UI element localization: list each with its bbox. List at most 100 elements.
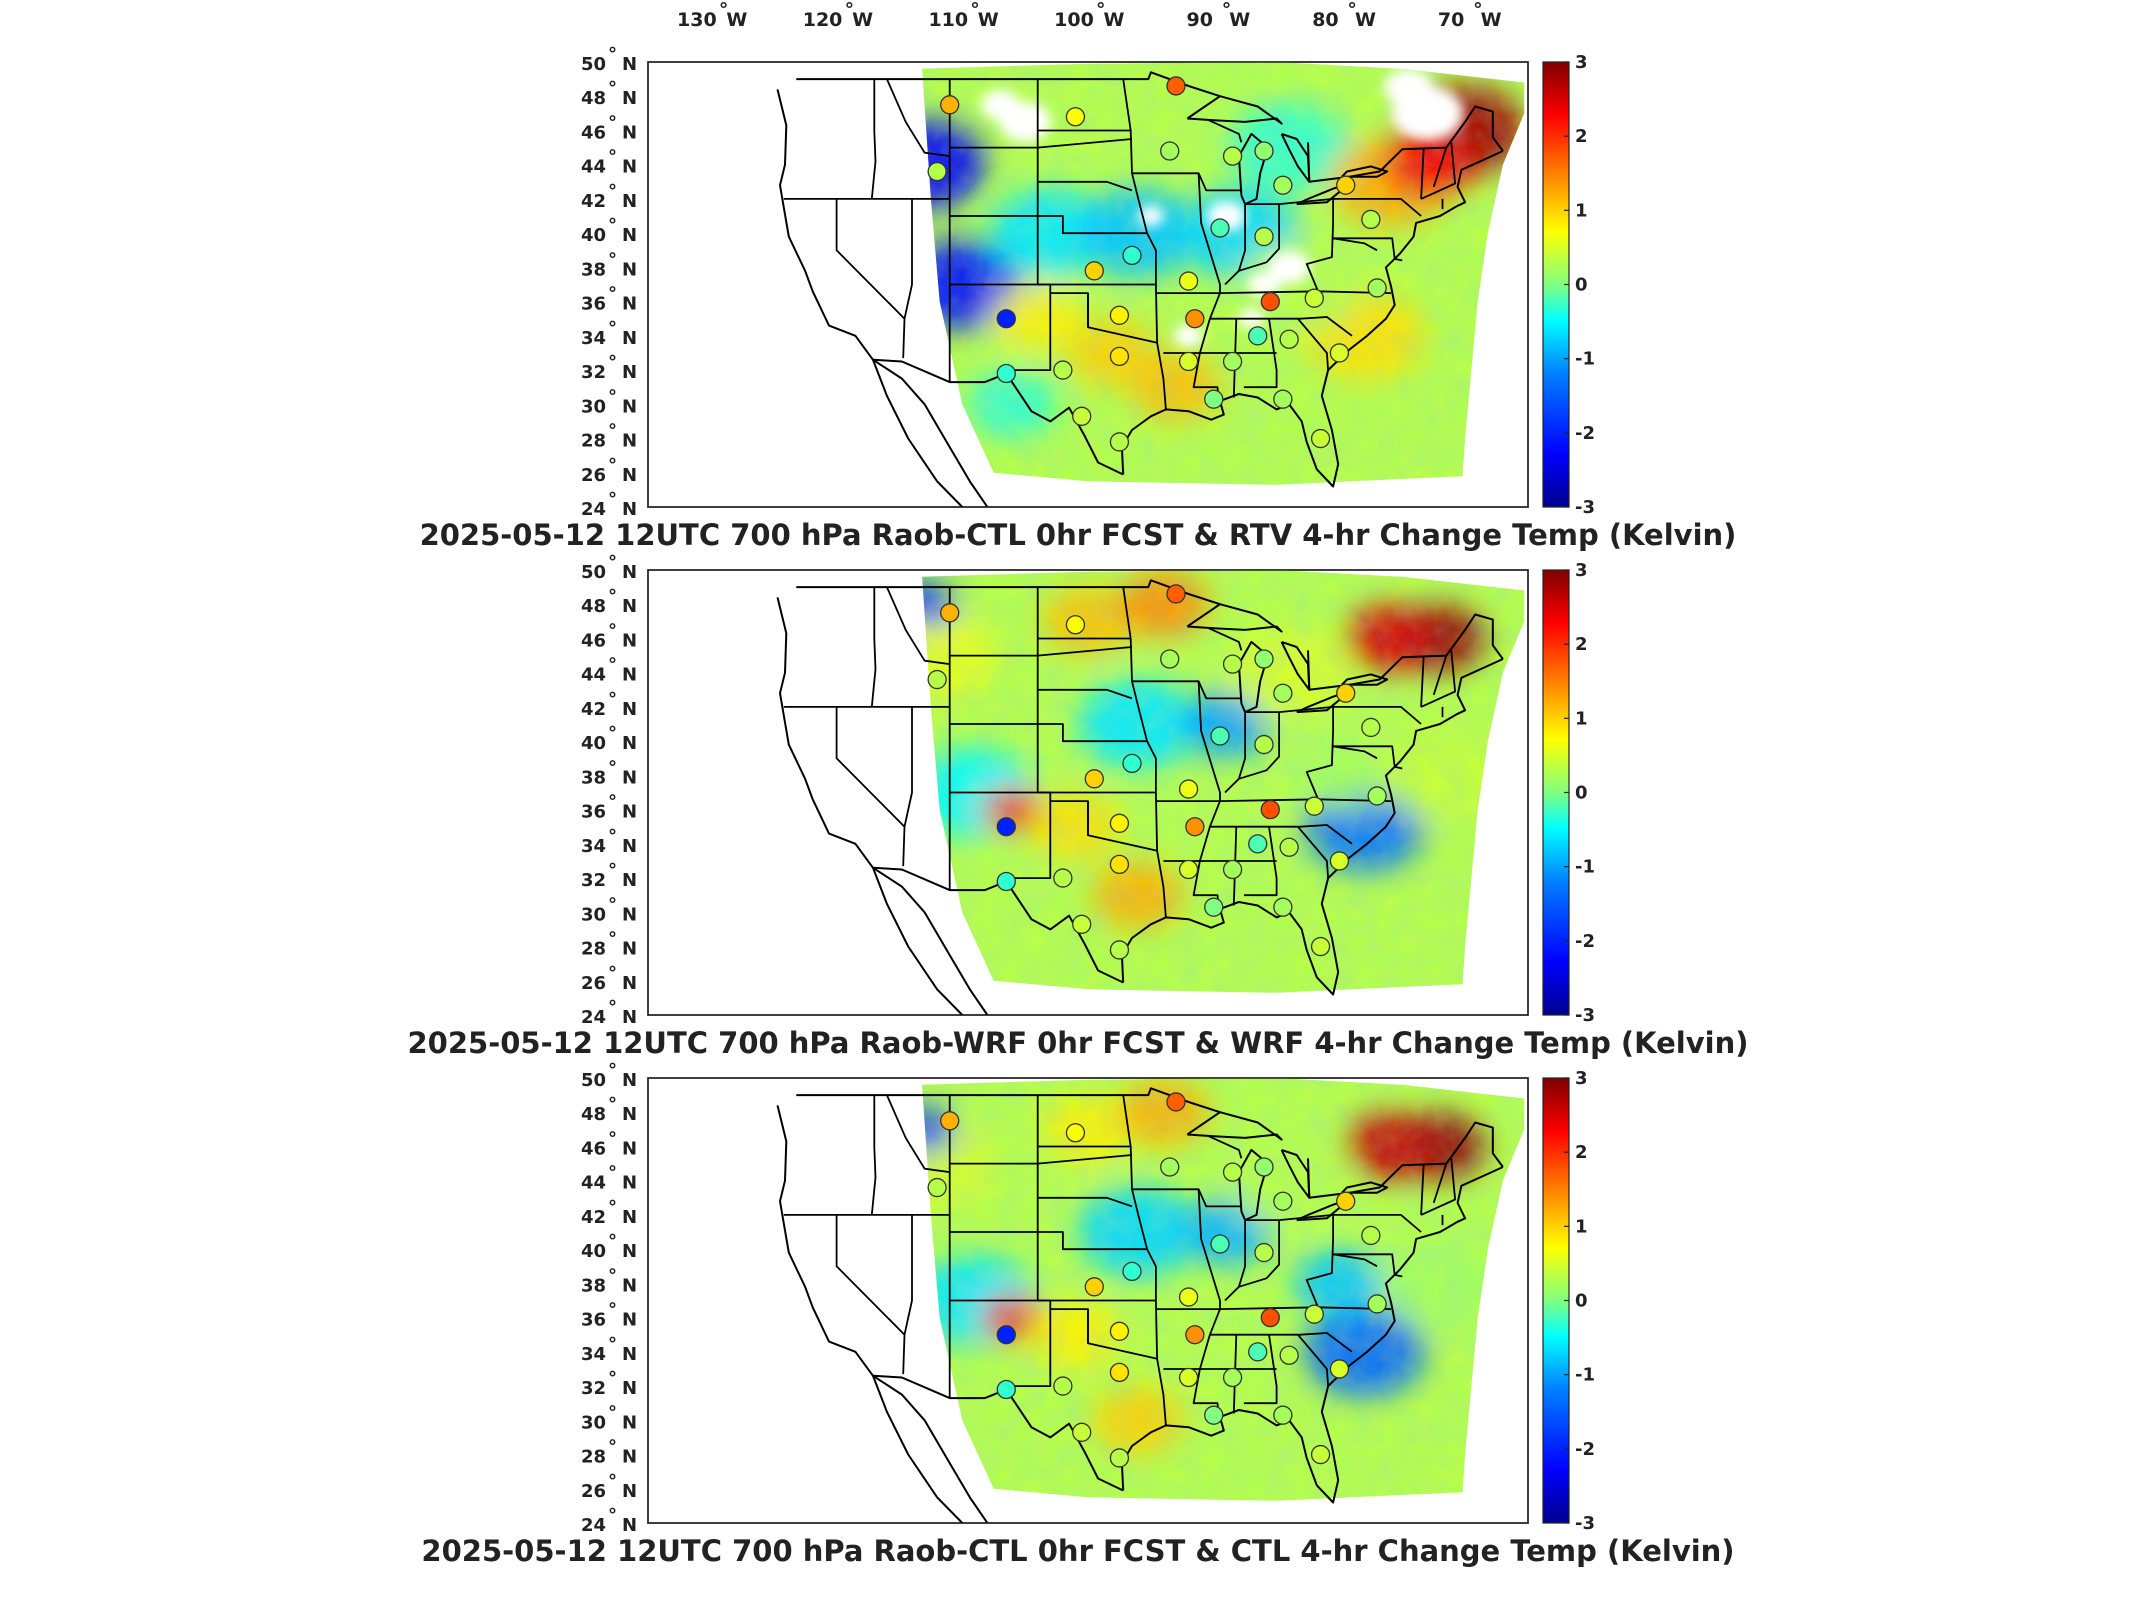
latitude-label: 24 — [581, 1007, 606, 1028]
great-lake-outline — [1280, 1148, 1311, 1199]
colorbar-tick-label: -2 — [1575, 931, 1595, 952]
longitude-label: 80 — [1312, 9, 1338, 31]
raob-station-marker — [1084, 1277, 1104, 1297]
raob-station-marker — [1222, 1367, 1243, 1388]
longitude-label: 70 — [1438, 9, 1464, 31]
state-border — [1333, 198, 1422, 217]
raob-station-marker — [1065, 1123, 1086, 1143]
colorbar-tick-label: -1 — [1575, 1365, 1595, 1386]
raob-station-marker — [1304, 1304, 1324, 1324]
great-lake-outline — [1186, 1111, 1283, 1141]
raob-station-marker — [927, 161, 947, 182]
raob-station-marker — [1260, 291, 1280, 312]
map-panel: 50 ° N48 ° N46 ° N44 ° N42 ° N40 ° N38 ° N36 ° N34 ° N32 ° N… — [420, 44, 1737, 552]
great-lake-outline — [1280, 640, 1311, 691]
longitude-hemisphere: W — [726, 9, 747, 31]
state-border — [1224, 204, 1246, 286]
latitude-hemisphere: N — [622, 939, 637, 960]
latitude-hemisphere: N — [622, 362, 637, 383]
latitude-label: 40 — [581, 733, 606, 754]
raob-station-marker — [1222, 1162, 1243, 1182]
latitude-label: 26 — [581, 1481, 606, 1502]
latitude-label: 30 — [581, 396, 606, 417]
latitude-hemisphere: N — [622, 465, 637, 486]
latitude-label: 32 — [581, 362, 606, 383]
degree-mark: ° — [608, 181, 617, 202]
state-border — [1122, 78, 1167, 410]
raob-station-marker — [1254, 141, 1274, 161]
latitude-hemisphere: N — [622, 88, 637, 109]
latitude-label: 44 — [581, 665, 606, 686]
coastline — [776, 1105, 989, 1524]
latitude-hemisphere: N — [622, 294, 637, 315]
degree-mark: ° — [608, 1402, 617, 1423]
raob-station-marker — [1329, 343, 1350, 363]
latitude-label: 50 — [581, 54, 606, 75]
raob-stations — [927, 584, 1387, 960]
colorbar-tick-label: -3 — [1575, 1005, 1595, 1026]
colorbar-tick-label: -2 — [1575, 1439, 1595, 1460]
raob-station-marker — [1248, 326, 1268, 346]
latitude-hemisphere: N — [622, 1138, 637, 1159]
degree-mark: ° — [608, 792, 617, 813]
raob-station-marker — [1222, 146, 1243, 166]
latitude-hemisphere: N — [622, 1310, 637, 1331]
raob-station-marker — [1254, 1242, 1274, 1263]
state-border — [949, 215, 1148, 235]
degree-mark: ° — [608, 215, 617, 236]
state-border — [886, 78, 950, 157]
map-panel: 50 ° N48 ° N46 ° N44 ° N42 ° N40 ° N38 ° N36 ° N34 ° N32 ° N… — [407, 552, 1748, 1060]
state-border — [1332, 237, 1378, 252]
state-border — [1297, 1334, 1329, 1387]
degree-mark: ° — [608, 249, 617, 270]
latitude-hemisphere: N — [622, 1007, 637, 1028]
degree-mark: ° — [608, 112, 617, 133]
latitude-hemisphere: N — [622, 1241, 637, 1262]
raob-station-marker — [1248, 1342, 1268, 1362]
state-border — [1209, 316, 1353, 337]
latitude-hemisphere: N — [622, 596, 637, 617]
degree-mark: ° — [608, 1437, 617, 1458]
raob-station-marker — [1254, 1157, 1274, 1177]
colorbar: 3 2 1 0 -1 -2 -3 — [1542, 1068, 1595, 1534]
degree-mark: ° — [1222, 0, 1232, 21]
state-border — [1037, 688, 1133, 700]
coastline — [1120, 150, 1504, 488]
latitude-label: 40 — [581, 225, 606, 246]
raob-station-marker — [996, 817, 1016, 837]
latitude-hemisphere: N — [622, 1207, 637, 1228]
raob-station-marker — [1260, 799, 1280, 820]
longitude-hemisphere: W — [978, 9, 999, 31]
coastline — [796, 1087, 1221, 1114]
longitude-hemisphere: W — [1104, 9, 1125, 31]
degree-mark: ° — [608, 44, 617, 65]
raob-station-marker — [940, 1111, 960, 1131]
degree-mark: ° — [608, 147, 617, 168]
raob-station-marker — [1109, 813, 1130, 833]
raob-station-marker — [1204, 389, 1224, 409]
degree-mark: ° — [608, 1471, 617, 1492]
state-border — [835, 198, 906, 359]
coastline — [776, 89, 989, 508]
raob-station-marker — [996, 1379, 1016, 1400]
state-border — [1297, 318, 1329, 371]
latitude-label: 40 — [581, 1241, 606, 1262]
state-border — [1333, 237, 1403, 262]
latitude-label: 28 — [581, 431, 606, 452]
state-border — [1333, 1214, 1422, 1233]
latitude-hemisphere: N — [622, 733, 637, 754]
degree-mark: ° — [1096, 0, 1106, 21]
state-border — [1243, 1334, 1278, 1405]
raob-station-marker — [1310, 936, 1331, 957]
raob-station-marker — [1273, 897, 1293, 917]
raob-station-marker — [1279, 837, 1299, 857]
latitude-label: 42 — [581, 1207, 606, 1228]
degree-mark: ° — [608, 860, 617, 881]
state-border — [1333, 745, 1403, 770]
raob-station-marker — [1053, 868, 1073, 888]
state-border — [949, 1231, 1148, 1251]
state-border — [1420, 650, 1456, 708]
state-border — [1420, 147, 1425, 199]
latitude-hemisphere: N — [622, 836, 637, 857]
